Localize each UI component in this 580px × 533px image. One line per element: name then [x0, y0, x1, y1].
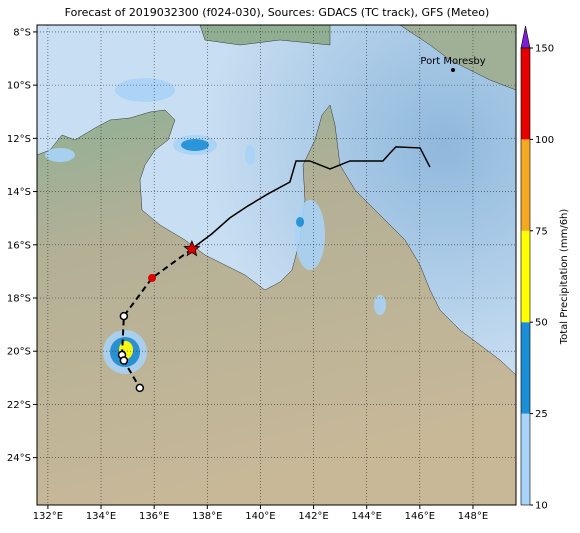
colorbar-tick-label: 150: [535, 44, 554, 55]
y-tick-label: 24°S: [7, 453, 31, 464]
y-tick-label: 18°S: [7, 293, 31, 304]
colorbar-tick-label: 50: [535, 318, 548, 329]
y-tick-label: 14°S: [7, 187, 31, 198]
x-tick-label: 138°E: [192, 511, 222, 522]
y-tick-label: 20°S: [7, 347, 31, 358]
land: [199, 25, 331, 46]
colorbar-segment: [521, 322, 530, 414]
precipitation: [45, 78, 386, 374]
x-tick-label: 148°E: [458, 511, 488, 522]
colorbar-frame: [520, 47, 531, 506]
y-tick-label: 22°S: [7, 400, 31, 411]
track-point: [148, 274, 157, 283]
colorbar-segment: [521, 139, 530, 231]
colorbar-label: Total Precipitation (mm/6h): [559, 209, 570, 346]
chart-title: Forecast of 2019032300 (f024-030), Sourc…: [65, 6, 490, 19]
track-point: [119, 356, 129, 365]
land: [37, 104, 516, 505]
y-tick-label: 16°S: [7, 240, 31, 251]
colorbar-extend: [520, 25, 531, 49]
colorbar-tick-label: 10: [535, 501, 548, 512]
colorbar-tick-label: 100: [535, 135, 554, 146]
x-tick-label: 132°E: [33, 511, 63, 522]
x-tick-label: 142°E: [298, 511, 328, 522]
y-tick-label: 12°S: [7, 134, 31, 145]
x-tick-label: 146°E: [405, 511, 435, 522]
place-marker: [451, 67, 456, 72]
landfall-star: [183, 239, 201, 257]
track-point: [135, 383, 145, 393]
colorbar-tick-label: 75: [535, 226, 548, 237]
observed-track: [192, 146, 431, 249]
x-tick-label: 136°E: [139, 511, 169, 522]
land: [399, 25, 516, 91]
x-tick-label: 144°E: [351, 511, 381, 522]
place-label: Port Moresby: [420, 56, 485, 67]
colorbar-tick-label: 25: [535, 409, 548, 420]
track-point: [119, 311, 129, 321]
y-tick-label: 8°S: [13, 27, 31, 38]
forecast-track: [121, 248, 193, 389]
colorbar-segment: [521, 230, 530, 323]
map-area: Port Moresby: [37, 25, 516, 505]
x-tick-label: 140°E: [245, 511, 275, 522]
y-tick-label: 10°S: [7, 81, 31, 92]
map-frame: [36, 24, 517, 506]
colorbar-segment: [521, 413, 530, 505]
x-tick-label: 134°E: [86, 511, 116, 522]
colorbar-segment: [521, 48, 530, 140]
